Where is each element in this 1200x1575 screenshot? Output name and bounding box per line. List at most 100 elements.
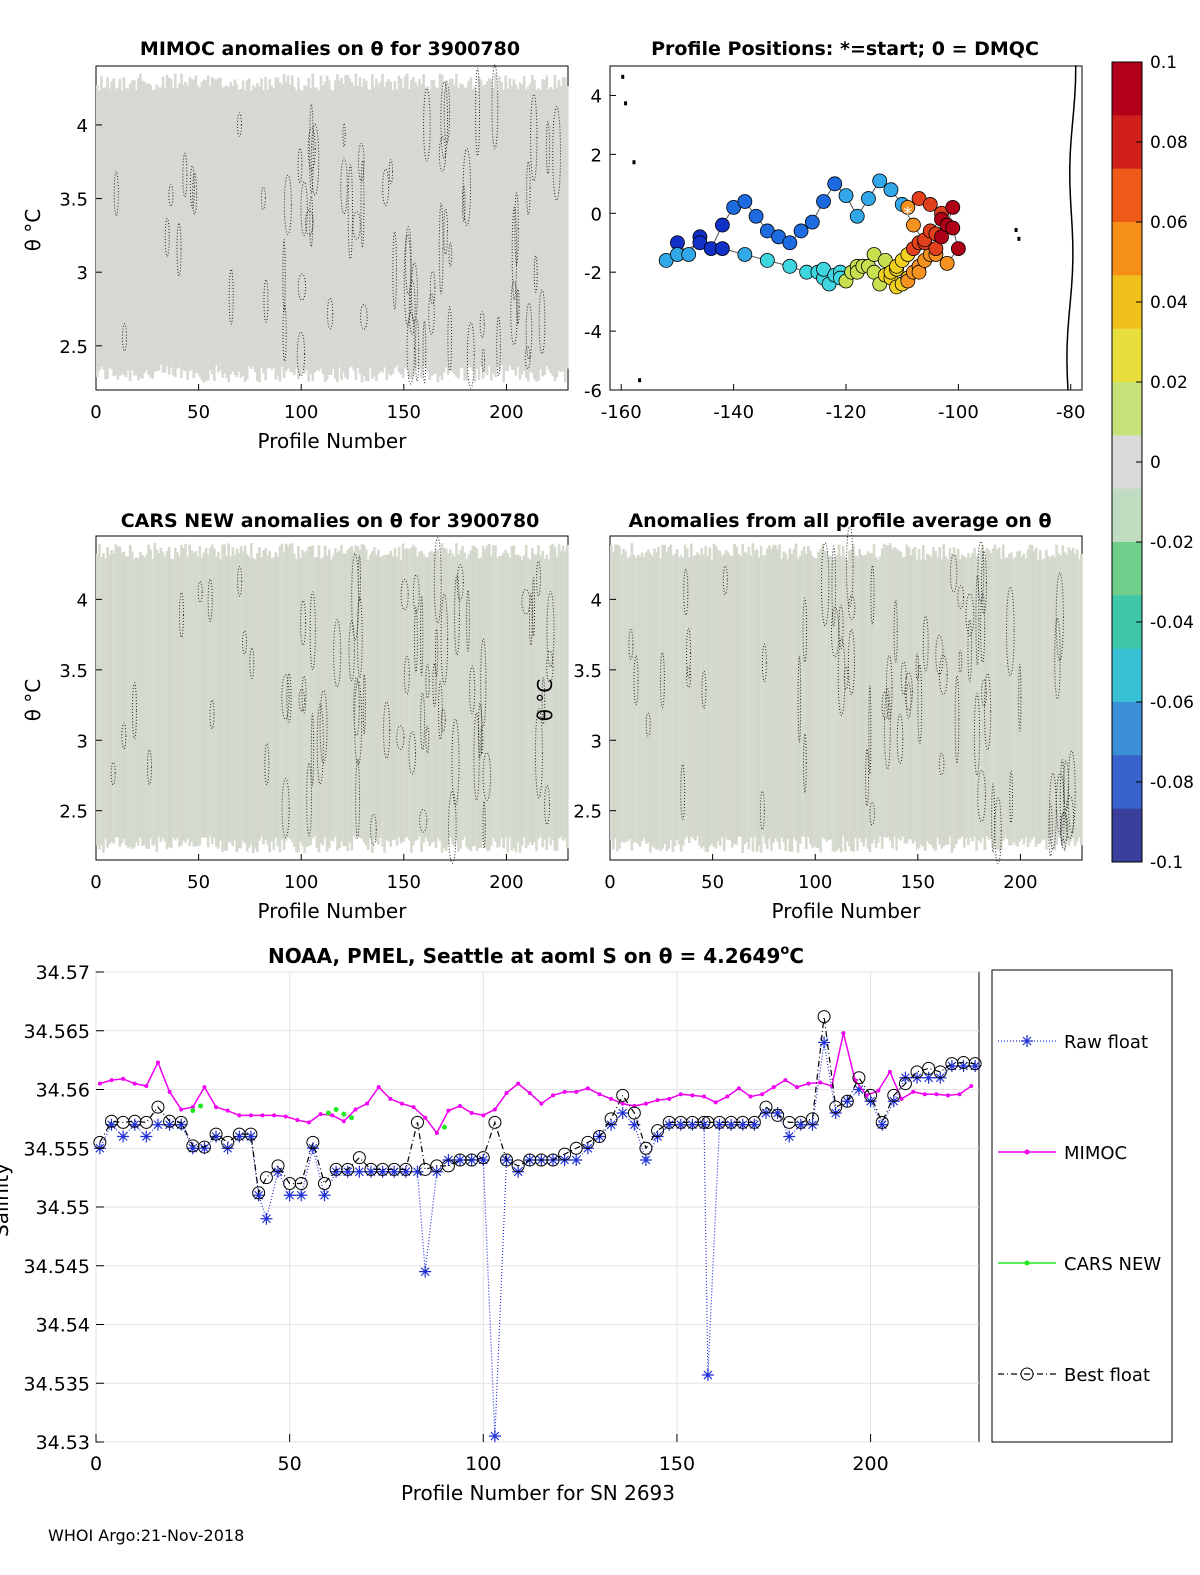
anomaly-column xyxy=(954,554,958,845)
anomaly-contour xyxy=(802,733,807,794)
anomaly-contour xyxy=(514,192,519,266)
anomaly-column xyxy=(565,86,569,369)
anomaly-column xyxy=(825,551,829,842)
anomaly-contour xyxy=(301,675,307,714)
anomaly-column xyxy=(1045,549,1048,850)
anomaly-contour xyxy=(479,311,485,339)
anomaly-column xyxy=(366,559,370,851)
anomaly-column xyxy=(192,80,196,379)
anomaly-column xyxy=(1047,556,1050,839)
colorbar-band xyxy=(1112,808,1142,863)
anomaly-contour xyxy=(440,708,446,732)
anomaly-contour xyxy=(408,731,417,775)
anomaly-column xyxy=(500,81,503,366)
anomaly-column xyxy=(155,549,159,852)
anomaly-column xyxy=(397,546,401,838)
anomaly-column xyxy=(712,543,716,847)
anomaly-contour xyxy=(388,159,394,185)
anomaly-contour xyxy=(228,268,234,325)
anomaly-column xyxy=(128,83,132,382)
anomaly-column xyxy=(1032,550,1036,837)
anomaly-column xyxy=(301,550,304,846)
mimoc-marker xyxy=(469,1111,474,1115)
y-tick-label: 34.55 xyxy=(36,1197,90,1219)
anomaly-column xyxy=(432,552,436,842)
anomaly-column xyxy=(471,545,475,847)
anomaly-column xyxy=(1063,552,1067,852)
anomaly-contour xyxy=(146,749,152,786)
y-tick-label: -6 xyxy=(584,381,602,402)
anomaly-column xyxy=(636,554,640,844)
anomaly-column xyxy=(256,553,259,852)
anomaly-column xyxy=(465,87,469,381)
anomaly-column xyxy=(541,550,544,848)
profile-position-marker xyxy=(714,241,730,257)
anomaly-contour xyxy=(868,685,872,775)
anomaly-column xyxy=(272,88,276,369)
footer-credit: WHOI Argo:21-Nov-2018 xyxy=(48,1526,245,1545)
anomaly-column xyxy=(555,87,559,378)
mimoc-marker xyxy=(574,1089,579,1094)
best-float-marker xyxy=(306,1135,320,1149)
anomaly-column xyxy=(790,554,794,853)
anomaly-column xyxy=(547,559,551,838)
anomaly-contour xyxy=(342,122,346,148)
mimoc-marker xyxy=(690,1093,695,1098)
anomaly-column xyxy=(841,545,845,837)
raw-float-marker xyxy=(140,1130,153,1143)
mimoc-marker xyxy=(585,1086,590,1091)
anomaly-column xyxy=(819,548,822,853)
mimoc-marker xyxy=(667,1096,672,1101)
anomaly-column xyxy=(178,83,181,368)
cars-new-marker xyxy=(325,1110,331,1116)
anomaly-column xyxy=(741,544,744,853)
y-tick-label: 3 xyxy=(77,263,88,284)
anomaly-contour xyxy=(1060,811,1068,850)
anomaly-column xyxy=(219,77,222,370)
anomaly-column xyxy=(640,552,644,841)
anomaly-column xyxy=(297,77,300,380)
anomaly-contour xyxy=(419,595,424,676)
anomaly-column xyxy=(375,554,378,842)
y-tick-label: 3.5 xyxy=(59,661,88,682)
best-float-marker xyxy=(864,1088,878,1102)
anomaly-column xyxy=(186,85,189,381)
anomaly-column xyxy=(502,552,505,849)
anomaly-column xyxy=(284,543,288,841)
anomaly-column xyxy=(356,85,360,369)
anomaly-column xyxy=(424,557,427,838)
panel-a-ylabel: θ °C xyxy=(21,209,45,252)
best-float-marker xyxy=(174,1115,188,1129)
anomaly-column xyxy=(256,83,259,382)
panel-d-anomaly-field xyxy=(610,525,1083,865)
anomaly-column xyxy=(395,556,399,846)
anomaly-column xyxy=(872,544,876,840)
anomaly-column xyxy=(108,554,111,844)
anomaly-column xyxy=(868,553,872,853)
raw-float-marker xyxy=(295,1189,308,1202)
raw-float-marker xyxy=(701,1369,714,1382)
anomaly-column xyxy=(543,558,547,840)
anomaly-column xyxy=(624,551,628,842)
anomaly-column xyxy=(153,543,157,845)
panel-c-ylabel: θ °C xyxy=(21,679,45,722)
anomaly-contour xyxy=(249,647,255,679)
x-tick-label: 0 xyxy=(90,872,101,893)
anomaly-column xyxy=(118,546,122,847)
anomaly-contour xyxy=(382,168,390,206)
x-tick-label: 100 xyxy=(284,872,318,893)
anomaly-contour xyxy=(260,186,266,210)
panel-d-ticks: 0 50 100 150 200 2.5 3 3.5 4 xyxy=(573,590,1037,893)
anomaly-column xyxy=(529,83,532,372)
anomaly-column xyxy=(364,549,368,846)
anomaly-column xyxy=(426,86,430,373)
raw-float-marker xyxy=(570,1154,583,1166)
anomaly-column xyxy=(942,544,946,847)
cars-new-marker xyxy=(349,1115,355,1121)
anomaly-contour xyxy=(838,604,844,650)
anomaly-column xyxy=(453,556,456,847)
best-float-marker xyxy=(441,1159,455,1173)
anomaly-column xyxy=(377,549,380,845)
anomaly-column xyxy=(340,544,343,842)
anomaly-column xyxy=(813,557,816,847)
